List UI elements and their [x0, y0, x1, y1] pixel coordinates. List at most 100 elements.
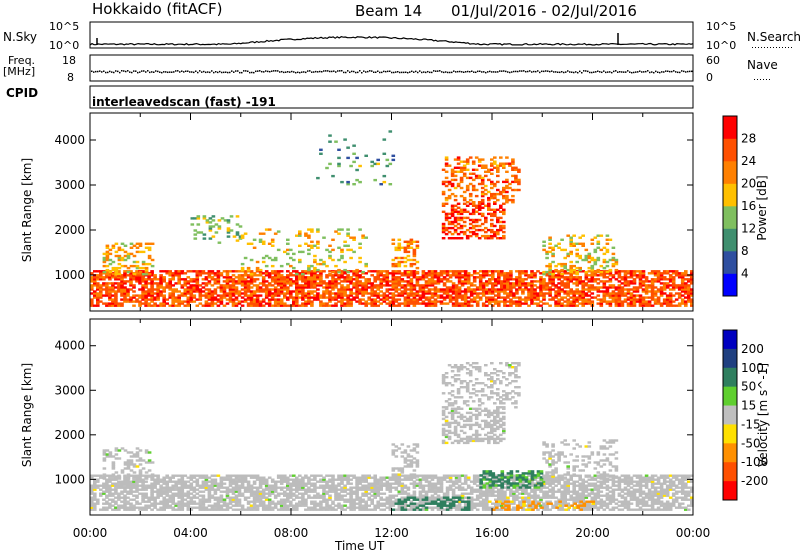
echo-cell: [463, 282, 468, 285]
echo-cell: [518, 278, 522, 281]
echo-cell: [406, 244, 411, 247]
echo-cell: [515, 282, 519, 285]
echo-cell: [202, 233, 207, 236]
echo-cell: [505, 180, 509, 184]
echo-cell: [569, 250, 573, 254]
echo-cell: [292, 474, 296, 477]
echo-cell: [509, 278, 513, 281]
echo-cell: [412, 292, 417, 295]
echo-cell: [123, 282, 127, 285]
echo-cell: [258, 498, 263, 501]
echo-cell: [590, 258, 595, 262]
echo-cell: [444, 162, 449, 165]
freq-sample: [521, 70, 523, 72]
echo-cell: [117, 273, 122, 276]
echo-cell: [234, 500, 239, 503]
echo-cell: [279, 302, 284, 305]
echo-cell: [355, 294, 359, 297]
echo-cell: [494, 282, 498, 285]
echo-cell: [249, 242, 254, 245]
echo-cell: [319, 272, 323, 275]
echo-cell: [120, 280, 124, 283]
freq-sample: [469, 70, 471, 73]
echo-cell: [289, 482, 293, 485]
freq-sample: [549, 70, 551, 73]
echo-cell: [201, 474, 206, 477]
echo-cell: [480, 178, 485, 182]
echo-cell: [162, 502, 166, 505]
echo-cell: [451, 270, 456, 273]
echo-cell: [150, 490, 154, 493]
echo-cell: [198, 292, 203, 295]
echo-cell: [602, 246, 607, 249]
echo-cell: [478, 296, 483, 299]
echo-cell: [653, 280, 658, 283]
echo-cell: [328, 494, 332, 497]
echo-cell: [566, 300, 570, 303]
echo-cell: [444, 228, 449, 232]
echo-cell: [502, 190, 506, 194]
echo-cell: [644, 286, 649, 289]
echo-cell: [488, 296, 492, 299]
echo-cell: [677, 288, 682, 291]
echo-cell: [126, 500, 130, 503]
freq-sample: [371, 70, 373, 72]
echo-cell: [355, 490, 359, 493]
echo-cell: [451, 298, 456, 301]
echo-cell: [602, 282, 607, 285]
echo-cell: [572, 268, 576, 272]
echo-cell: [331, 480, 335, 483]
freq-sample: [139, 71, 141, 73]
echo-cell: [533, 294, 537, 297]
echo-cell: [249, 506, 254, 509]
echo-cell: [475, 294, 480, 297]
nsky-label: N.Sky: [3, 30, 38, 44]
echo-cell: [210, 486, 215, 489]
echo-cell: [246, 274, 251, 277]
echo-cell: [252, 280, 257, 283]
echo-cell: [548, 242, 552, 245]
echo-cell: [279, 478, 284, 481]
echo-cell: [460, 280, 465, 283]
echo-cell: [505, 190, 509, 194]
echo-cell: [566, 284, 570, 287]
echo-cell: [665, 294, 670, 297]
echo-cell: [96, 478, 100, 481]
echo-cell: [186, 496, 191, 499]
echo-cell: [690, 272, 694, 275]
echo-cell: [249, 278, 254, 281]
echo-cell: [466, 272, 471, 275]
echo-cell: [569, 242, 573, 245]
echo-cell: [192, 486, 197, 489]
echo-cell: [238, 225, 243, 228]
echo-cell: [690, 298, 694, 301]
echo-cell: [484, 174, 488, 178]
echo-cell: [316, 288, 320, 291]
echo-cell: [370, 164, 374, 168]
echo-cell: [102, 484, 106, 487]
echo-cell: [456, 218, 461, 222]
echo-cell: [563, 304, 567, 307]
echo-cell: [138, 282, 142, 285]
echo-cell: [289, 256, 293, 260]
echo-cell: [93, 488, 97, 491]
echo-cell: [162, 482, 166, 485]
echo-cell: [316, 246, 320, 249]
echo-cell: [441, 168, 446, 171]
echo-cell: [632, 300, 637, 303]
echo-cell: [177, 290, 181, 293]
echo-cell: [279, 482, 284, 485]
echo-cell: [93, 482, 97, 485]
echo-cell: [457, 276, 462, 279]
echo-cell: [108, 498, 112, 501]
echo-cell: [90, 490, 94, 493]
echo-cell: [430, 302, 435, 305]
echo-cell: [249, 304, 254, 307]
echo-cell: [132, 300, 136, 303]
echo-cell: [463, 296, 468, 299]
echo-cell: [626, 292, 631, 295]
echo-cell: [246, 276, 251, 279]
echo-cell: [316, 242, 320, 245]
echo-cell: [349, 270, 353, 273]
echo-cell: [295, 502, 299, 505]
